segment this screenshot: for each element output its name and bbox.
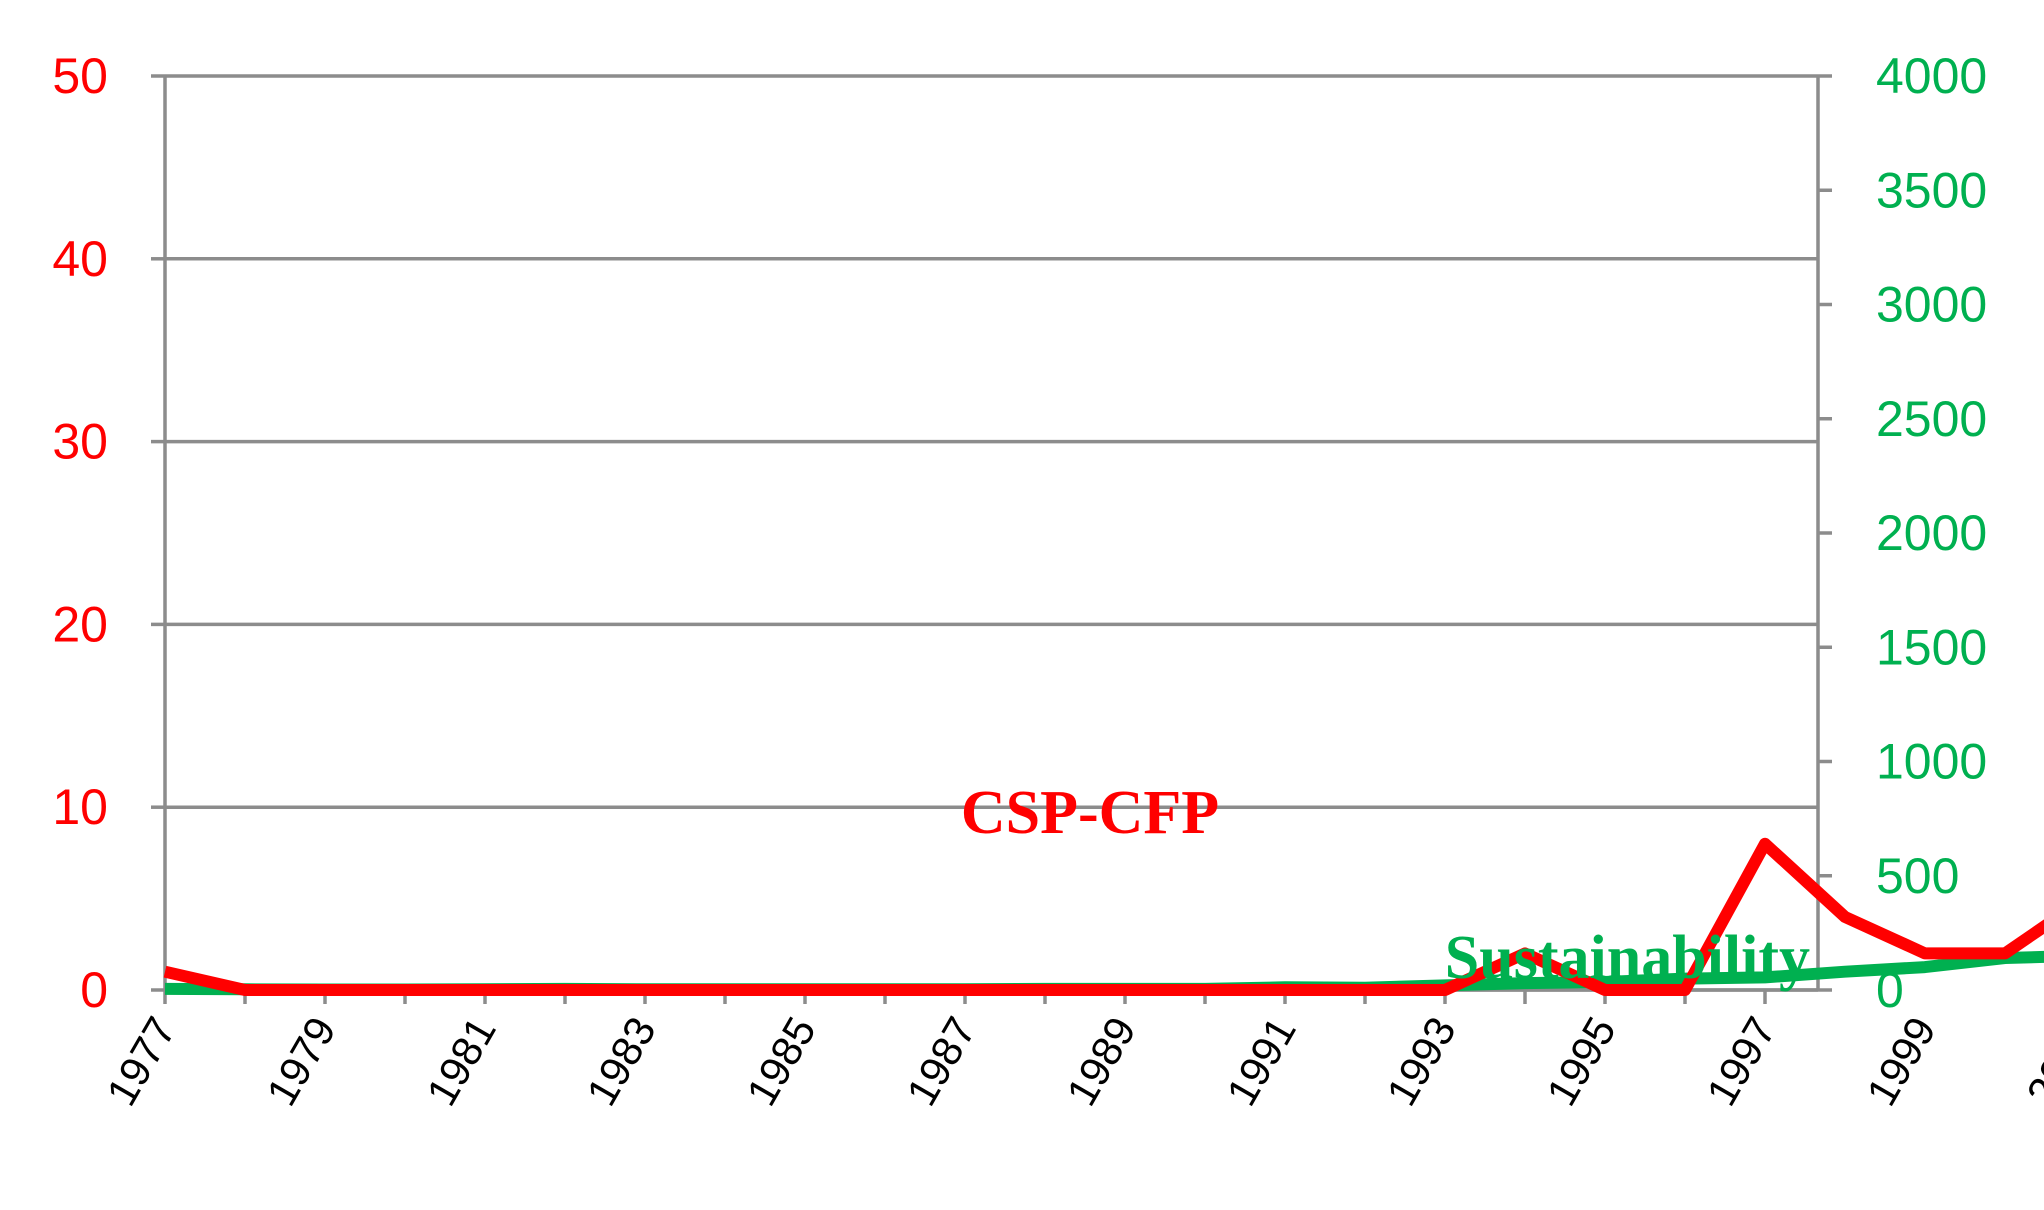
gridlines	[165, 74, 1818, 992]
x-tick-label: 1977	[97, 1009, 184, 1113]
left-tick-label: 50	[52, 48, 108, 104]
right-tick-label: 3500	[1876, 162, 1987, 218]
x-tick-label: 1987	[897, 1009, 984, 1113]
x-tick-label: 1993	[1377, 1009, 1464, 1113]
right-tick-label: 500	[1876, 848, 1959, 904]
x-tick-label: 2001	[2017, 1009, 2044, 1113]
left-tick-label: 40	[52, 231, 108, 287]
right-tick-label: 1500	[1876, 619, 1987, 675]
right-tick-label: 1000	[1876, 734, 1987, 790]
series-line-csp-cfp	[163, 837, 2044, 996]
right-tick-label: 4000	[1876, 48, 1987, 104]
right-tick-label: 3000	[1876, 277, 1987, 333]
x-tick-label: 1981	[417, 1009, 504, 1113]
x-axis-ticks: 1977 1979 1981 1983 1985 1987 1989 1991 1993 1995…	[97, 990, 2044, 1113]
axes	[163, 76, 1820, 992]
left-axis-ticks: 0 10 20 30 40 50	[52, 48, 165, 1018]
right-tick-label: 2500	[1876, 391, 1987, 447]
left-tick-label: 10	[52, 779, 108, 835]
x-tick-label: 1999	[1857, 1009, 1944, 1113]
series-label-sustainability: Sustainability	[1445, 924, 1810, 992]
x-tick-label: 1983	[577, 1009, 664, 1113]
x-tick-label: 1991	[1217, 1009, 1304, 1113]
x-tick-label: 1989	[1057, 1009, 1144, 1113]
left-tick-label: 0	[80, 962, 108, 1018]
series-layer	[163, 837, 2044, 996]
right-tick-label: 2000	[1876, 505, 1987, 561]
x-tick-label: 1979	[257, 1009, 344, 1113]
series-labels: CSP-CFP Sustainability	[961, 779, 1810, 992]
left-tick-label: 30	[52, 414, 108, 470]
x-tick-label: 1997	[1697, 1009, 1784, 1113]
left-tick-label: 20	[52, 596, 108, 652]
x-tick-label: 1985	[737, 1009, 824, 1113]
series-label-csp-cfp: CSP-CFP	[961, 779, 1219, 847]
x-tick-label: 1995	[1537, 1009, 1624, 1113]
